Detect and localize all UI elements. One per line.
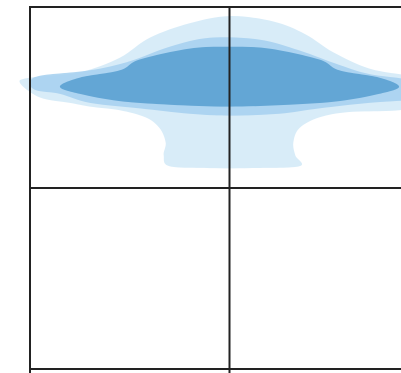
grid-lines (29, 6, 401, 373)
density-contours (19, 16, 401, 169)
